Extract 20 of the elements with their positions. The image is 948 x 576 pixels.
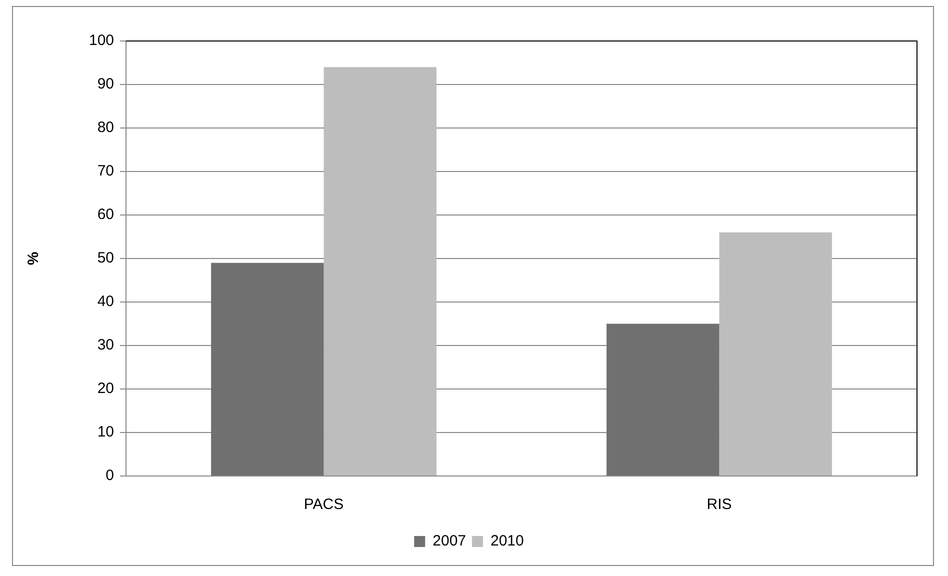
y-tick-label: 90: [97, 76, 114, 93]
legend-label: 2007: [432, 532, 466, 550]
bar: [211, 262, 324, 476]
bar: [324, 67, 436, 476]
bar: [719, 232, 832, 476]
y-tick-label: 10: [97, 424, 114, 441]
y-tick-label: 80: [97, 119, 114, 136]
y-tick-label: 20: [97, 380, 114, 398]
bar: [606, 324, 720, 476]
y-tick-label: 100: [88, 32, 114, 50]
y-tick-label: 70: [97, 162, 114, 180]
y-tick-label: 40: [97, 293, 114, 310]
y-tick-label: 60: [97, 206, 114, 224]
y-tick-label: 0: [106, 467, 114, 484]
y-tick-label: 30: [97, 336, 114, 354]
y-axis-title: %: [25, 252, 42, 266]
legend-label: 2010: [490, 532, 524, 550]
x-tick-label: PACS: [304, 496, 344, 514]
y-tick-label: 50: [97, 250, 114, 267]
x-tick-label: RIS: [706, 496, 732, 514]
